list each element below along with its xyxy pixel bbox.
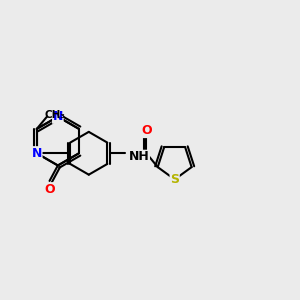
Text: S: S: [170, 173, 179, 186]
Text: O: O: [141, 124, 152, 137]
Text: N: N: [32, 147, 42, 160]
Text: O: O: [44, 183, 55, 196]
Text: N: N: [53, 110, 63, 123]
Text: NH: NH: [129, 150, 149, 163]
Text: CH₃: CH₃: [44, 110, 65, 120]
